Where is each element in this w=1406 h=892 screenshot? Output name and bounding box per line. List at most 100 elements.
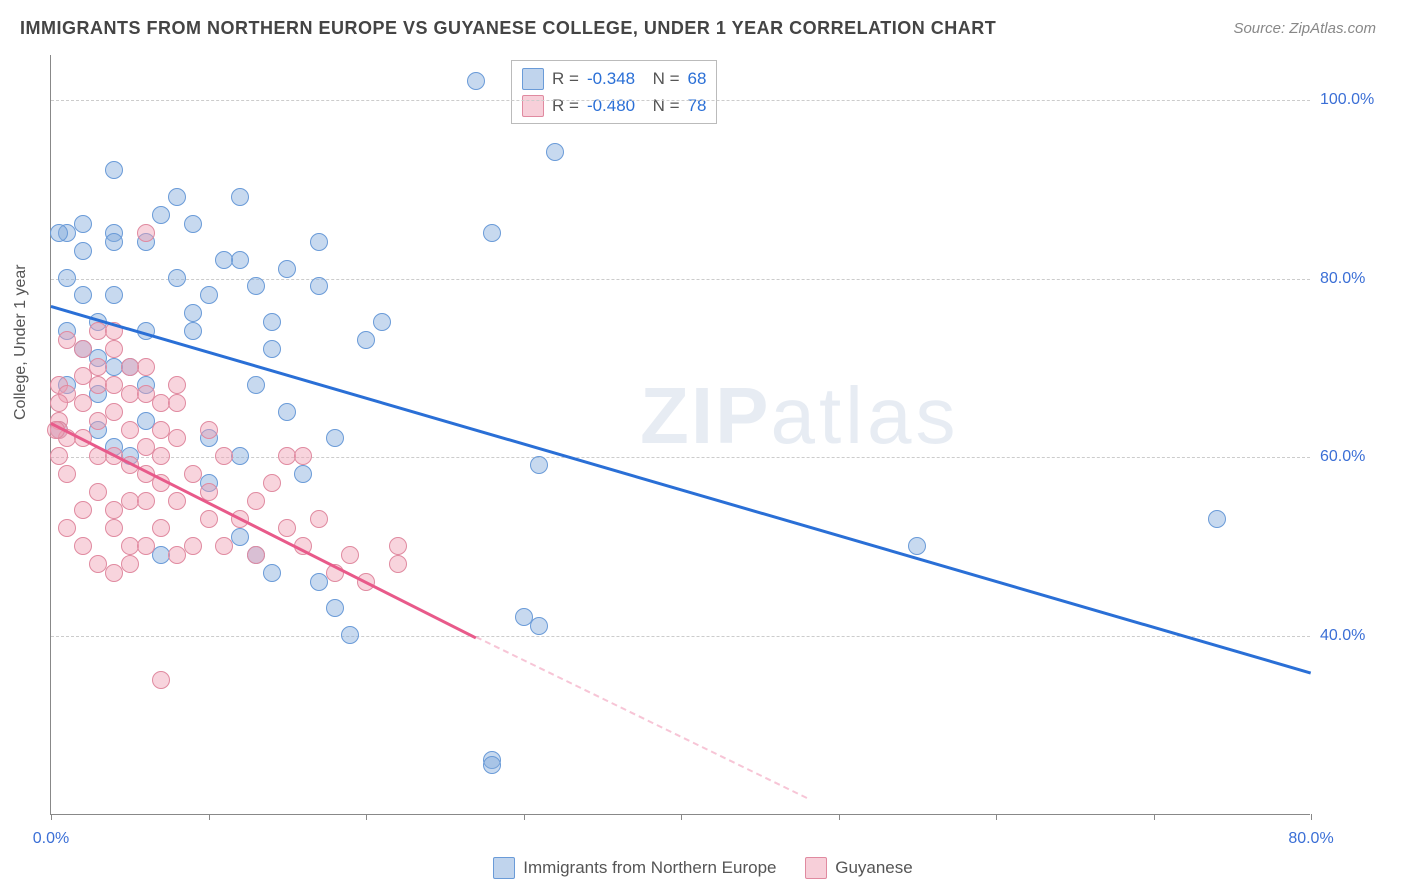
chart-container: IMMIGRANTS FROM NORTHERN EUROPE VS GUYAN… [0,0,1406,892]
data-point [105,403,123,421]
data-point [74,242,92,260]
data-point [278,403,296,421]
data-point [200,421,218,439]
gridline [51,279,1310,280]
data-point [231,251,249,269]
data-point [121,358,139,376]
data-point [50,394,68,412]
data-point [357,331,375,349]
legend-row-blue: R = -0.348 N = 68 [522,65,706,92]
data-point [184,322,202,340]
data-point [184,215,202,233]
data-point [58,269,76,287]
data-point [105,286,123,304]
x-tick [681,814,682,820]
x-tick [524,814,525,820]
x-tick [996,814,997,820]
data-point [121,421,139,439]
n-value-pink: 78 [688,92,707,119]
y-tick-label: 100.0% [1320,91,1380,109]
data-point [278,260,296,278]
plot-area: R = -0.348 N = 68 R = -0.480 N = 78 40.0… [50,55,1310,815]
data-point [546,143,564,161]
data-point [137,358,155,376]
data-point [152,519,170,537]
data-point [294,465,312,483]
data-point [467,72,485,90]
data-point [1208,510,1226,528]
r-label: R = [552,92,579,119]
chart-title: IMMIGRANTS FROM NORTHERN EUROPE VS GUYAN… [20,18,996,39]
trend-line [51,305,1312,674]
swatch-blue-icon [493,857,515,879]
swatch-pink-icon [522,95,544,117]
data-point [89,412,107,430]
data-point [200,510,218,528]
data-point [263,564,281,582]
gridline [51,100,1310,101]
data-point [137,224,155,242]
data-point [200,286,218,304]
data-point [50,224,68,242]
swatch-pink-icon [805,857,827,879]
data-point [231,447,249,465]
data-point [908,537,926,555]
data-point [184,304,202,322]
data-point [168,269,186,287]
data-point [74,537,92,555]
data-point [530,617,548,635]
data-point [89,358,107,376]
data-point [215,537,233,555]
x-tick-label: 80.0% [1288,830,1333,848]
data-point [152,206,170,224]
data-point [168,188,186,206]
data-point [50,447,68,465]
legend-label-pink: Guyanese [835,858,913,878]
data-point [326,429,344,447]
data-point [389,555,407,573]
data-point [310,277,328,295]
x-tick-label: 0.0% [33,830,69,848]
y-tick-label: 60.0% [1320,448,1380,466]
data-point [105,161,123,179]
data-point [168,429,186,447]
x-tick [839,814,840,820]
data-point [58,519,76,537]
data-point [247,277,265,295]
x-tick [51,814,52,820]
data-point [152,447,170,465]
data-point [310,233,328,251]
data-point [215,447,233,465]
data-point [326,599,344,617]
data-point [278,519,296,537]
data-point [121,555,139,573]
data-point [341,626,359,644]
data-point [263,313,281,331]
data-point [168,376,186,394]
data-point [58,465,76,483]
data-point [530,456,548,474]
data-point [389,537,407,555]
data-point [105,340,123,358]
r-value-blue: -0.348 [587,65,635,92]
gridline [51,636,1310,637]
x-tick [1154,814,1155,820]
data-point [483,224,501,242]
data-point [74,501,92,519]
n-label: N = [643,65,679,92]
swatch-blue-icon [522,68,544,90]
n-label: N = [643,92,679,119]
data-point [105,376,123,394]
correlation-legend: R = -0.348 N = 68 R = -0.480 N = 78 [511,60,717,124]
n-value-blue: 68 [688,65,707,92]
y-axis-label: College, Under 1 year [12,264,30,420]
data-point [105,519,123,537]
r-value-pink: -0.480 [587,92,635,119]
data-point [137,492,155,510]
x-tick [1311,814,1312,820]
data-point [263,340,281,358]
data-point [231,188,249,206]
trend-line [476,636,808,799]
data-point [105,501,123,519]
data-point [247,376,265,394]
